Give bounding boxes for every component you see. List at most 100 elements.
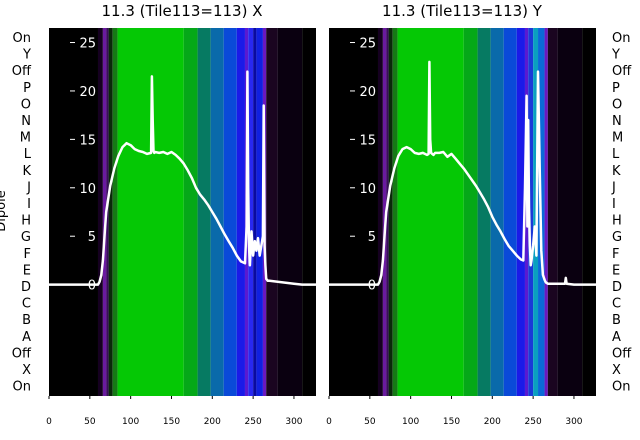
row-label: X <box>612 363 621 378</box>
row-label: M <box>20 131 31 146</box>
panel-x-dipole: 11.3 (Tile113=113) X Dipole OnXOffABCDEF… <box>0 2 316 427</box>
spectrum-band <box>49 28 98 396</box>
spectrum-band <box>302 28 316 396</box>
spectrum-band <box>329 28 378 396</box>
spectrum-band <box>477 28 491 396</box>
row-label: P <box>23 81 31 96</box>
y-tick-label: 15 <box>359 133 376 148</box>
row-label: On <box>13 31 31 46</box>
spectrum-band <box>490 28 504 396</box>
row-label: Y <box>611 48 620 63</box>
spectrum-band <box>197 28 211 396</box>
row-label: O <box>612 97 622 112</box>
row-label: Off <box>12 346 32 361</box>
spectrum-band <box>210 28 224 396</box>
row-label: Off <box>12 64 32 79</box>
row-label: F <box>24 247 31 262</box>
row-label: C <box>22 297 31 312</box>
x-tick-label: 200 <box>204 417 221 427</box>
y-tick-label: 20 <box>79 85 96 100</box>
y-tick-label: 25 <box>359 37 376 52</box>
overlay-series-line <box>329 60 596 286</box>
row-label: A <box>22 330 31 345</box>
row-label: J <box>26 180 31 195</box>
spectrum-band <box>547 28 558 396</box>
panel-y-dipole: 11.3 (Tile113=113) Y OnXOffABCDEFGHIJKLM… <box>326 2 632 427</box>
row-label: G <box>612 230 622 245</box>
spectrum-band <box>266 28 278 396</box>
row-label: Y <box>22 48 31 63</box>
row-label: G <box>21 230 31 245</box>
spectrum-band <box>503 28 517 396</box>
row-label: C <box>612 297 621 312</box>
spectrum-band <box>102 28 107 396</box>
x-tick-label: 300 <box>565 417 582 427</box>
row-label: X <box>22 363 31 378</box>
spectrum-band <box>256 28 263 396</box>
row-label: On <box>612 31 630 46</box>
spectrum-band <box>463 28 478 396</box>
spectrum-band <box>277 28 303 396</box>
x-tick-label: 0 <box>326 417 332 427</box>
x-tick-label: 150 <box>163 417 180 427</box>
row-label: A <box>612 330 621 345</box>
spectrum-band <box>377 28 383 396</box>
spectrum-band <box>108 28 113 396</box>
row-label: B <box>22 313 31 328</box>
y-tick-label: 0 <box>88 279 96 294</box>
row-label: H <box>21 214 31 229</box>
spectrum-band <box>183 28 198 396</box>
row-label: B <box>612 313 621 328</box>
row-label: P <box>612 81 620 96</box>
chart-title-x: 11.3 (Tile113=113) X <box>101 2 262 20</box>
row-label: N <box>612 114 622 129</box>
spectrum-band <box>253 28 257 396</box>
row-label: L <box>612 147 620 162</box>
row-label: E <box>23 263 31 278</box>
x-tick-label: 100 <box>402 417 419 427</box>
y-tick-label: 15 <box>79 133 96 148</box>
x-tick-label: 50 <box>84 417 96 427</box>
x-tick-label: 200 <box>484 417 501 427</box>
x-tick-label: 100 <box>122 417 139 427</box>
row-label: I <box>27 197 31 212</box>
spectrum-band <box>582 28 596 396</box>
spectrum-band <box>97 28 103 396</box>
row-label: M <box>612 131 623 146</box>
y-tick-label: 20 <box>359 85 376 100</box>
row-label: H <box>612 214 622 229</box>
y-tick-label: 10 <box>359 182 376 197</box>
spectrum-band <box>392 28 398 396</box>
spectrum-band <box>382 28 387 396</box>
x-tick-label: 150 <box>443 417 460 427</box>
row-label: N <box>21 114 31 129</box>
y-tick-label: 5 <box>88 230 96 245</box>
row-label: K <box>612 164 621 179</box>
spectrum-band <box>528 28 534 396</box>
y-tick-label: 25 <box>79 37 96 52</box>
row-label: D <box>21 280 31 295</box>
row-label: D <box>612 280 622 295</box>
y-axis-label-dipole: Dipole <box>0 190 9 231</box>
spectrum-band <box>223 28 237 396</box>
row-label: Off <box>612 346 632 361</box>
spectrum-band <box>248 28 254 396</box>
row-label: I <box>612 197 616 212</box>
x-tick-label: 250 <box>245 417 262 427</box>
x-tick-label: 50 <box>364 417 376 427</box>
overlay-series-line <box>49 70 316 286</box>
y-tick-label: 0 <box>368 279 376 294</box>
row-label: On <box>612 380 630 395</box>
spectrum-band <box>236 28 245 396</box>
row-label: E <box>612 263 620 278</box>
spectrum-band <box>516 28 525 396</box>
x-tick-label: 300 <box>285 417 302 427</box>
x-tick-label: 250 <box>525 417 542 427</box>
row-label: O <box>21 97 31 112</box>
row-label: On <box>13 380 31 395</box>
chart-title-y: 11.3 (Tile113=113) Y <box>382 2 543 20</box>
row-label: K <box>22 164 31 179</box>
x-tick-label: 0 <box>46 417 52 427</box>
row-label: Off <box>612 64 632 79</box>
